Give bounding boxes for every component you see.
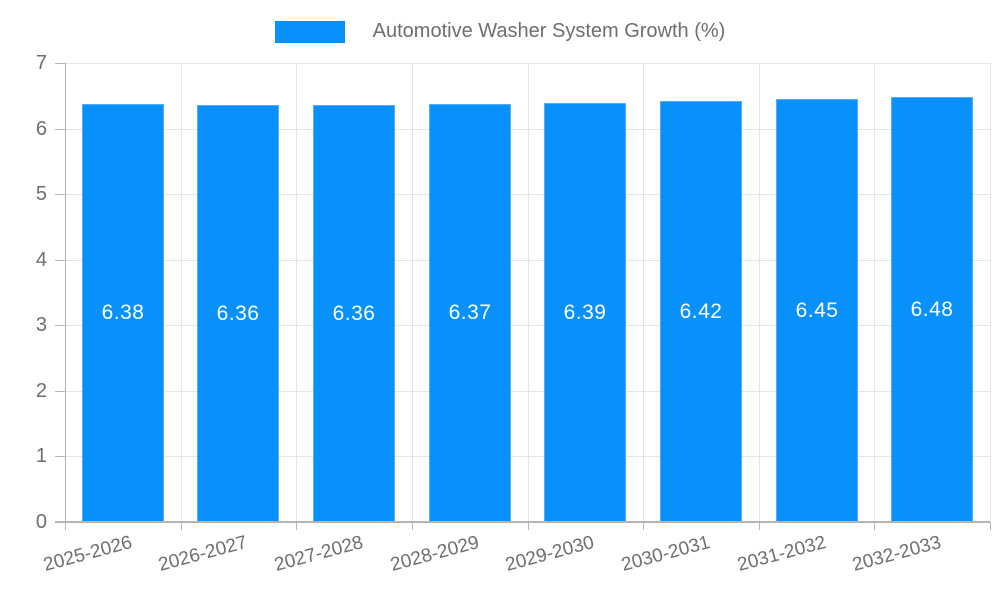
x-axis-tick bbox=[990, 522, 991, 530]
bar-value-label: 6.39 bbox=[563, 300, 607, 324]
x-axis-tick bbox=[874, 522, 875, 530]
x-axis-tick bbox=[65, 522, 66, 530]
legend-label: Automotive Washer System Growth (%) bbox=[372, 20, 726, 42]
y-axis-tick bbox=[55, 194, 65, 195]
y-axis-tick-label: 1 bbox=[35, 445, 47, 467]
y-axis-tick bbox=[55, 456, 65, 457]
y-axis-tick-label: 2 bbox=[35, 380, 47, 402]
y-axis-tick bbox=[55, 391, 65, 392]
x-gridline bbox=[412, 63, 413, 522]
bar[interactable]: 6.36 bbox=[197, 105, 279, 522]
y-axis-tick-label: 6 bbox=[35, 118, 47, 140]
y-axis-tick-label: 7 bbox=[35, 52, 47, 74]
x-axis-tick bbox=[296, 522, 297, 530]
x-gridline bbox=[528, 63, 529, 522]
bar-value-label: 6.42 bbox=[679, 299, 723, 323]
y-gridline bbox=[65, 325, 990, 326]
bar[interactable]: 6.39 bbox=[544, 103, 626, 522]
bar[interactable]: 6.42 bbox=[660, 101, 742, 522]
bar[interactable]: 6.38 bbox=[82, 104, 164, 522]
bar[interactable]: 6.36 bbox=[313, 105, 395, 522]
x-gridline bbox=[181, 63, 182, 522]
x-axis-tick bbox=[528, 522, 529, 530]
y-gridline bbox=[65, 129, 990, 130]
x-axis-tick bbox=[181, 522, 182, 530]
y-axis-tick bbox=[55, 325, 65, 326]
x-axis-tick bbox=[643, 522, 644, 530]
x-gridline bbox=[296, 63, 297, 522]
bar[interactable]: 6.45 bbox=[776, 99, 858, 522]
legend[interactable]: Automotive Washer System Growth (%) bbox=[0, 20, 1000, 43]
y-axis-tick-label: 4 bbox=[35, 249, 47, 271]
y-axis-tick-label: 5 bbox=[35, 183, 47, 205]
bar-value-label: 6.38 bbox=[101, 301, 145, 324]
x-gridline bbox=[990, 63, 991, 522]
x-axis-line bbox=[55, 521, 990, 523]
bar-value-label: 6.37 bbox=[448, 301, 492, 324]
x-gridline bbox=[643, 63, 644, 522]
x-axis-tick bbox=[759, 522, 760, 530]
x-gridline bbox=[759, 63, 760, 522]
y-gridline bbox=[65, 194, 990, 195]
x-gridline bbox=[874, 63, 875, 522]
y-gridline bbox=[65, 456, 990, 457]
y-gridline bbox=[65, 260, 990, 261]
y-axis-tick-label: 0 bbox=[35, 511, 47, 533]
bar[interactable]: 6.37 bbox=[429, 104, 511, 522]
y-axis-tick bbox=[55, 63, 65, 64]
x-axis-tick bbox=[412, 522, 413, 530]
bar-value-label: 6.48 bbox=[910, 297, 954, 321]
y-gridline bbox=[65, 63, 990, 64]
y-gridline bbox=[65, 391, 990, 392]
bar[interactable]: 6.48 bbox=[891, 97, 973, 522]
legend-swatch bbox=[274, 20, 345, 43]
y-axis-tick bbox=[55, 129, 65, 130]
y-axis-tick bbox=[55, 260, 65, 261]
y-axis-tick-label: 3 bbox=[35, 314, 47, 336]
y-axis-line bbox=[65, 63, 66, 522]
bar-value-label: 6.36 bbox=[332, 301, 376, 325]
bar-value-label: 6.45 bbox=[795, 298, 839, 322]
bar-value-label: 6.36 bbox=[216, 301, 260, 325]
